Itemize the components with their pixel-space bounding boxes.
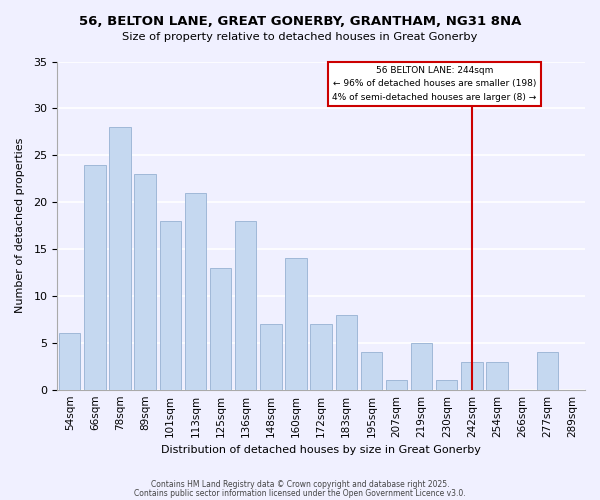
- Text: Contains public sector information licensed under the Open Government Licence v3: Contains public sector information licen…: [134, 488, 466, 498]
- Bar: [461, 362, 482, 390]
- Bar: [260, 324, 281, 390]
- Bar: [386, 380, 407, 390]
- Bar: [536, 352, 558, 390]
- Bar: [361, 352, 382, 390]
- Bar: [235, 221, 256, 390]
- Bar: [84, 164, 106, 390]
- Text: 56, BELTON LANE, GREAT GONERBY, GRANTHAM, NG31 8NA: 56, BELTON LANE, GREAT GONERBY, GRANTHAM…: [79, 15, 521, 28]
- Y-axis label: Number of detached properties: Number of detached properties: [15, 138, 25, 314]
- Bar: [285, 258, 307, 390]
- Bar: [185, 193, 206, 390]
- Bar: [335, 314, 357, 390]
- Bar: [210, 268, 231, 390]
- X-axis label: Distribution of detached houses by size in Great Gonerby: Distribution of detached houses by size …: [161, 445, 481, 455]
- Bar: [59, 334, 80, 390]
- Text: 56 BELTON LANE: 244sqm
← 96% of detached houses are smaller (198)
4% of semi-det: 56 BELTON LANE: 244sqm ← 96% of detached…: [332, 66, 536, 102]
- Bar: [160, 221, 181, 390]
- Bar: [487, 362, 508, 390]
- Text: Contains HM Land Registry data © Crown copyright and database right 2025.: Contains HM Land Registry data © Crown c…: [151, 480, 449, 489]
- Bar: [134, 174, 156, 390]
- Bar: [310, 324, 332, 390]
- Text: Size of property relative to detached houses in Great Gonerby: Size of property relative to detached ho…: [122, 32, 478, 42]
- Bar: [436, 380, 457, 390]
- Bar: [109, 127, 131, 390]
- Bar: [411, 343, 433, 390]
